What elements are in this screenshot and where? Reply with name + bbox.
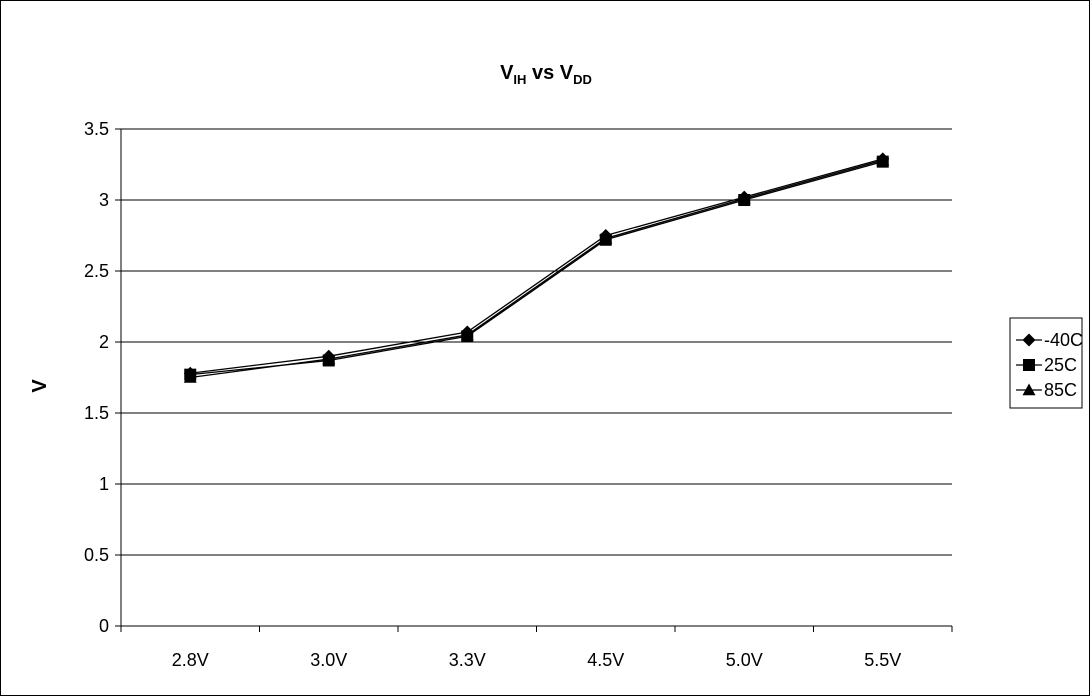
title-middle: vs (526, 62, 559, 84)
data-point (599, 231, 613, 244)
x-tick-label: 4.5V (587, 650, 624, 670)
legend-item: 85C (1016, 380, 1077, 400)
y-tick-label: 0.5 (84, 545, 109, 565)
x-tick-label: 3.0V (310, 650, 347, 670)
y-axis-label: V (29, 379, 51, 393)
title-part2-main: V (560, 62, 574, 84)
legend-marker (1023, 359, 1035, 371)
x-tick-label: 3.3V (449, 650, 486, 670)
legend-marker (1022, 333, 1036, 347)
data-point (876, 153, 890, 166)
legend-item: 25C (1016, 355, 1077, 375)
y-tick-label: 3.5 (84, 119, 109, 139)
legend-label: 25C (1044, 355, 1077, 375)
data-point (322, 352, 336, 365)
legend-label: -40C (1044, 330, 1083, 350)
y-tick-label: 3 (99, 190, 109, 210)
legend-box (1009, 317, 1083, 409)
series-line (190, 161, 883, 376)
legend-item: -40C (1016, 330, 1083, 350)
x-tick-label: 5.0V (726, 650, 763, 670)
legend: -40C 25C 85C (1009, 317, 1083, 409)
legend-marker (1022, 383, 1036, 396)
x-tick-label: 2.8V (172, 650, 209, 670)
series-group (184, 155, 889, 381)
series-line (190, 158, 883, 374)
legend-label: 85C (1044, 380, 1077, 400)
data-point (460, 328, 474, 341)
series-line (190, 159, 883, 379)
grid-layer (121, 128, 952, 556)
data-point (183, 371, 197, 383)
series-group (183, 153, 890, 383)
y-tick-label: 1.5 (84, 403, 109, 423)
series-group (183, 152, 890, 380)
axis-layer: 0 0.5 1 1.5 2 2.5 3 3.5 2.8V 3.0V 3.3V 4.5V 5.0V 5.5V (84, 119, 953, 670)
title-part2-sub: DD (573, 72, 592, 87)
data-point (737, 192, 751, 204)
title-part1-main: V (500, 62, 514, 84)
y-tick-label: 1 (99, 474, 109, 494)
y-tick-label: 2 (99, 332, 109, 352)
title-part1-sub: IH (513, 72, 526, 87)
y-tick-label: 2.5 (84, 261, 109, 281)
chart-title: VIH vs VDD (500, 62, 592, 87)
series-layer (183, 152, 890, 383)
y-tick-label: 0 (99, 616, 109, 636)
x-tick-label: 5.5V (864, 650, 901, 670)
